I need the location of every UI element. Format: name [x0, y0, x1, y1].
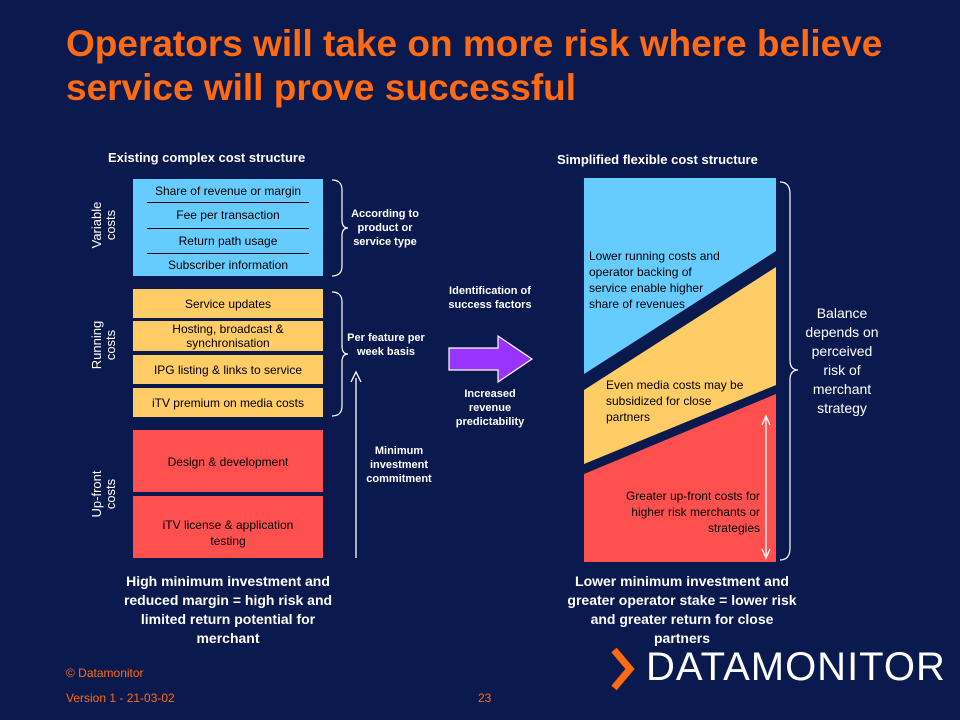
variable-item: Fee per transaction	[176, 208, 280, 222]
balance-brace	[779, 181, 799, 561]
running-item: Service updates	[184, 297, 272, 311]
variable-item: Subscriber information	[167, 258, 289, 272]
running-brace	[331, 291, 349, 417]
investment-arrow	[350, 370, 362, 558]
transition-arrow	[448, 334, 534, 384]
left-summary: High minimum investment and reduced marg…	[123, 573, 333, 646]
upfront-costs-label: Up-front costs	[89, 470, 118, 518]
running-segment	[584, 267, 776, 464]
yellow-segment-text: Even media costs may be subsidized for c…	[606, 378, 744, 424]
success-factors-note: Identification of success factors	[448, 285, 532, 311]
variable-note: According to product or service type	[351, 208, 419, 248]
upfront-item-box: iTV license & application testing	[133, 496, 323, 558]
running-item: iTV premium on media costs	[151, 396, 305, 410]
running-item: Hosting, broadcast & synchronisation	[172, 322, 284, 350]
running-item-box: Service updates	[133, 289, 323, 318]
logo-chevron-icon	[611, 648, 635, 690]
page-title: Operators will take on more risk where b…	[66, 23, 883, 108]
upfront-item-box: Design & development	[133, 430, 323, 492]
variable-segment	[584, 178, 776, 374]
flexible-cost-panel	[584, 178, 776, 562]
logo: DATAMONITOR	[646, 645, 946, 689]
page-number: 23	[478, 691, 492, 705]
right-header: Simplified flexible cost structure	[557, 152, 758, 167]
revenue-predictability-note: Increased revenue predictability	[455, 388, 525, 428]
running-item-box: Hosting, broadcast & synchronisation	[133, 321, 323, 351]
upfront-item: iTV license & application testing	[162, 518, 294, 548]
variable-costs-box: Share of revenue or margin Fee per trans…	[133, 179, 323, 276]
running-note: Per feature per week basis	[347, 332, 425, 358]
balance-note: Balance depends on perceived risk of mer…	[805, 305, 879, 416]
right-summary: Lower minimum investment and greater ope…	[567, 573, 797, 646]
version: Version 1 - 21-03-02	[66, 691, 175, 705]
upfront-segment	[584, 394, 776, 562]
blue-segment-text: Lower running costs and operator backing…	[589, 249, 720, 311]
running-item: IPG listing & links to service	[153, 363, 303, 377]
variable-item: Share of revenue or margin	[154, 184, 302, 198]
upfront-note: Minimum investment commitment	[366, 445, 432, 485]
upfront-item: Design & development	[167, 455, 289, 469]
running-costs-label: Running costs	[89, 320, 118, 370]
variable-brace	[331, 179, 349, 277]
copyright: © Datamonitor	[66, 666, 144, 680]
variable-item: Return path usage	[178, 234, 278, 248]
red-segment-text: Greater up-front costs for higher risk m…	[625, 489, 760, 535]
variable-costs-label: Variable costs	[89, 201, 118, 249]
left-header: Existing complex cost structure	[108, 150, 306, 165]
running-item-box: IPG listing & links to service	[133, 355, 323, 384]
running-item-box: iTV premium on media costs	[133, 388, 323, 417]
